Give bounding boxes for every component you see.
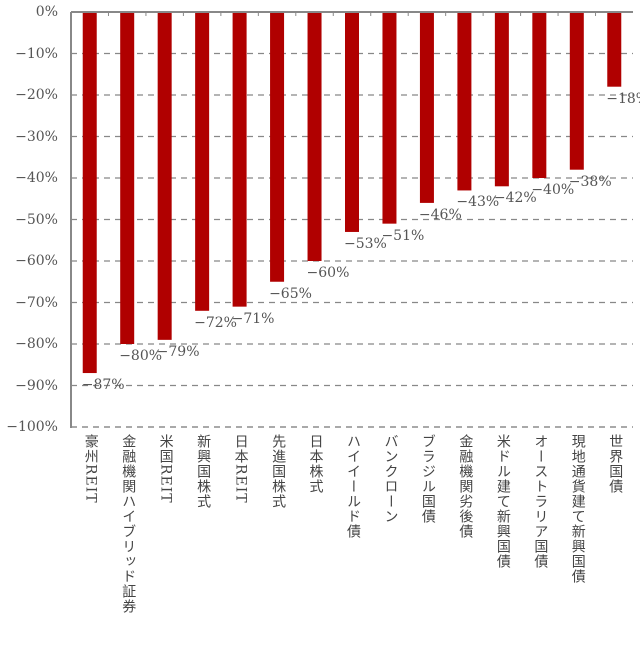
- y-tick-label: −60%: [15, 253, 58, 269]
- x-category-label: 先進国株式: [270, 434, 287, 509]
- bar: [607, 12, 622, 87]
- data-label: −87%: [81, 377, 125, 394]
- y-tick-label: 0%: [35, 4, 58, 20]
- x-category-label: 金融機関ハイブリッド証券: [120, 434, 137, 614]
- y-tick-label: −20%: [15, 87, 58, 103]
- data-label: −43%: [456, 194, 500, 211]
- bar: [419, 12, 434, 203]
- bar: [569, 12, 584, 170]
- y-tick-label: −30%: [15, 128, 58, 145]
- x-category-label: 米国REIT: [157, 434, 174, 504]
- y-tick-label: −50%: [15, 211, 58, 228]
- bar: [82, 12, 97, 374]
- data-label: −80%: [119, 348, 163, 364]
- data-label: −38%: [568, 173, 612, 190]
- y-tick-label: −90%: [15, 377, 58, 394]
- data-label: −72%: [194, 314, 237, 331]
- x-category-label: 世界国債: [607, 434, 624, 494]
- x-category-label: 日本REIT: [232, 434, 249, 504]
- bar: [195, 12, 210, 311]
- data-label: −51%: [381, 227, 425, 244]
- bar: [307, 12, 322, 261]
- data-label: −46%: [418, 206, 462, 223]
- data-label: −60%: [306, 265, 350, 281]
- bar: [457, 12, 472, 191]
- bar: [382, 12, 397, 224]
- x-category-label: オーストラリア国債: [532, 434, 549, 569]
- x-category-label: ハイイールド債: [345, 434, 361, 539]
- y-tick-label: −100%: [6, 419, 58, 435]
- bar: [270, 12, 285, 282]
- bar: [232, 12, 247, 307]
- y-tick-label: −80%: [15, 336, 58, 352]
- data-label: −65%: [269, 285, 312, 302]
- x-category-label: 新興国株式: [195, 434, 212, 509]
- x-category-label: 米ドル建て新興国債: [494, 434, 511, 569]
- bar: [345, 12, 359, 232]
- data-label: −40%: [531, 182, 575, 198]
- x-category-label: 金融機関劣後債: [457, 434, 474, 539]
- data-label: −71%: [231, 310, 275, 327]
- y-tick-label: −10%: [15, 45, 58, 62]
- data-label: −53%: [344, 235, 387, 252]
- bar: [532, 12, 547, 178]
- x-category-label: 豪州REIT: [82, 434, 99, 504]
- x-category-label: バンクローン: [382, 434, 399, 524]
- x-category-label: 日本株式: [307, 434, 324, 494]
- data-label: −79%: [156, 343, 200, 360]
- data-label: −18%: [606, 90, 640, 107]
- bar: [494, 12, 509, 187]
- x-category-label: 現地通貨建て新興国債: [569, 434, 586, 584]
- y-tick-label: −40%: [15, 170, 58, 186]
- x-category-label: ブラジル国債: [419, 434, 436, 524]
- y-tick-label: −70%: [15, 294, 58, 311]
- bar: [157, 12, 172, 340]
- bar: [120, 12, 135, 344]
- data-label: −42%: [493, 190, 537, 207]
